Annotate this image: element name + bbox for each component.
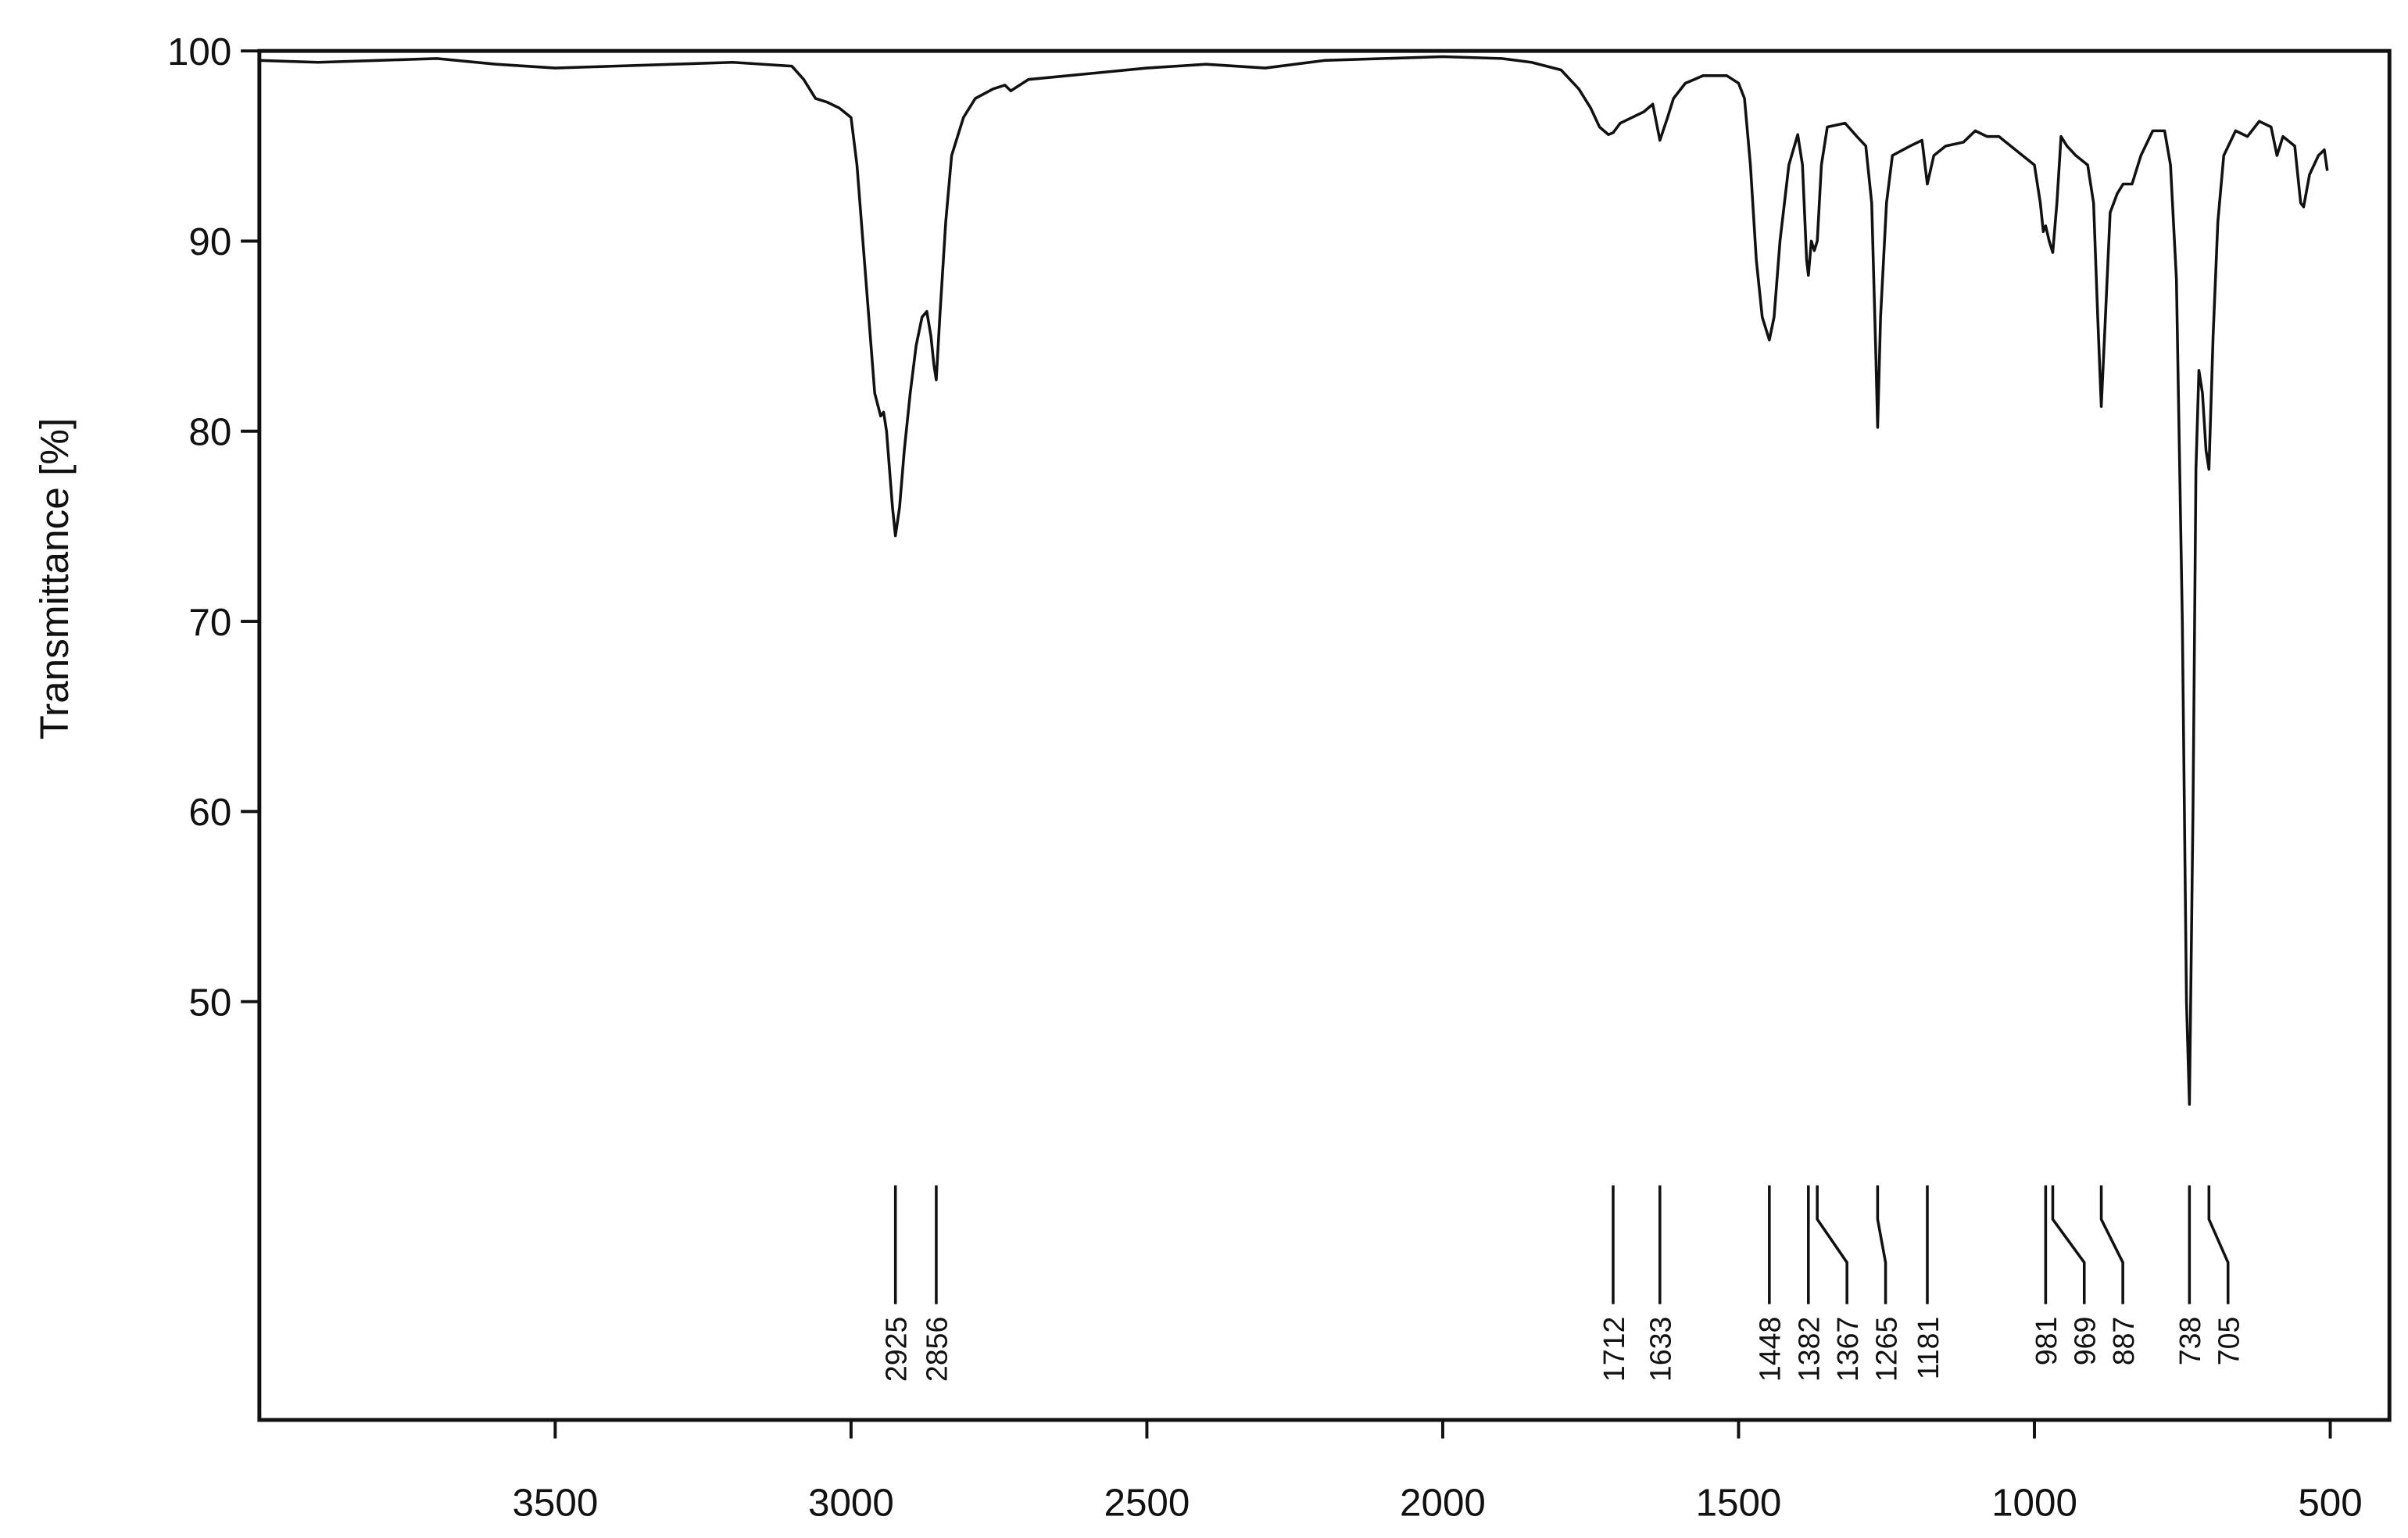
- peak-label: 705: [2213, 1317, 2245, 1366]
- peak-marker: [1876, 1185, 1887, 1304]
- peak-marker: [1816, 1185, 1848, 1304]
- x-tick-label: 3000: [808, 1481, 894, 1524]
- peak-label: 969: [2069, 1317, 2102, 1366]
- y-tick-label: 60: [188, 791, 231, 834]
- peak-label: 1367: [1831, 1317, 1864, 1382]
- peak-label: 1382: [1793, 1317, 1826, 1382]
- peak-label: 1633: [1644, 1317, 1677, 1382]
- peak-label: 1181: [1912, 1317, 1945, 1380]
- x-tick-label: 1000: [1991, 1481, 2077, 1524]
- plot-frame: [257, 48, 2392, 1422]
- x-tick-label: 2500: [1104, 1481, 1190, 1524]
- spectrum-line: [259, 55, 2329, 1106]
- x-tick-label: 1500: [1696, 1481, 1782, 1524]
- peak-label: 887: [2107, 1317, 2140, 1366]
- y-tick-label: 90: [188, 220, 231, 263]
- peak-label: 981: [2030, 1317, 2063, 1366]
- y-tick-label: 70: [188, 601, 231, 644]
- y-axis-label: Transmittance [%]: [32, 418, 77, 740]
- x-tick-label: 500: [2298, 1481, 2362, 1524]
- y-tick-label: 50: [188, 981, 231, 1024]
- peak-label: 738: [2174, 1317, 2206, 1366]
- x-tick-label: 2000: [1400, 1481, 1486, 1524]
- peak-marker: [2207, 1185, 2230, 1304]
- peak-marker: [2099, 1185, 2124, 1304]
- peak-label: 1712: [1598, 1317, 1630, 1382]
- y-tick-label: 100: [167, 30, 231, 73]
- y-tick-label: 80: [188, 411, 231, 454]
- peak-marker: [2051, 1185, 2086, 1304]
- peak-label: 2856: [921, 1317, 954, 1382]
- x-tick-label: 3500: [512, 1481, 598, 1524]
- peak-label: 1448: [1754, 1317, 1787, 1382]
- peak-label: 2925: [880, 1317, 913, 1382]
- peak-label: 1265: [1870, 1317, 1902, 1382]
